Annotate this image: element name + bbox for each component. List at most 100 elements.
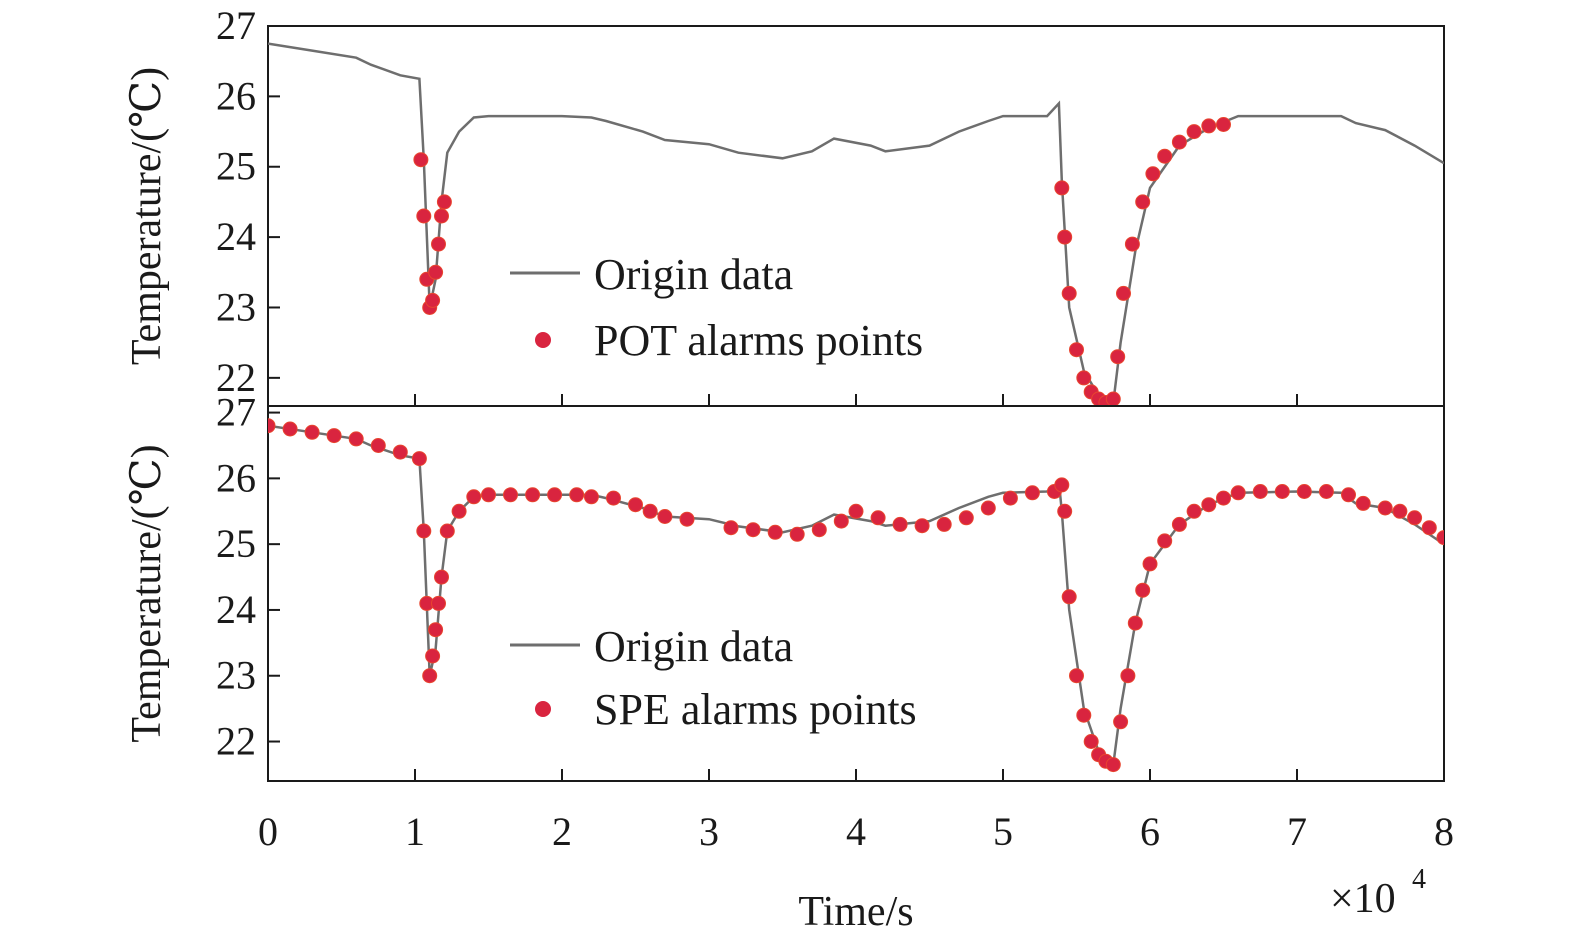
alarm-point	[481, 487, 496, 503]
legend: Origin data SPE alarms points	[510, 622, 917, 734]
alarm-point	[348, 431, 364, 447]
alarm-point	[304, 424, 320, 440]
alarm-point	[1216, 490, 1231, 506]
alarm-point	[326, 428, 342, 444]
x-tick-label: 7	[1287, 809, 1307, 854]
alarm-point	[431, 236, 446, 252]
alarm-point	[936, 516, 952, 532]
alarm-point	[428, 622, 444, 638]
alarm-point	[833, 513, 849, 529]
y-tick-label: 27	[216, 3, 256, 48]
alarm-point	[1076, 370, 1092, 386]
alarm-point	[767, 524, 783, 540]
alarm-point	[1135, 582, 1151, 598]
alarm-point	[1124, 236, 1140, 252]
alarm-point	[1377, 500, 1393, 516]
legend-label: POT alarms points	[594, 316, 923, 365]
y-axis-label: Temperature/(℃)	[124, 444, 170, 742]
alarm-point	[657, 509, 673, 524]
alarm-point	[1105, 391, 1121, 406]
alarm-point	[422, 668, 438, 684]
alarm-point	[466, 489, 482, 505]
x-axis-multiplier-exponent: 4	[1412, 864, 1426, 895]
alarm-point	[282, 421, 298, 437]
alarm-point	[436, 194, 452, 210]
x-tick-label: 5	[993, 809, 1013, 854]
y-axis-label: Temperature/(℃)	[124, 67, 170, 365]
alarm-point	[428, 264, 444, 280]
alarm-point	[1252, 484, 1268, 499]
legend: Origin data POT alarms points	[510, 250, 923, 365]
y-tick-label: 24	[216, 587, 256, 632]
alarm-point	[392, 444, 408, 460]
alarm-point	[525, 487, 541, 503]
alarm-point	[1054, 477, 1070, 493]
alarm-point	[1110, 349, 1126, 365]
alarm-point	[1171, 516, 1187, 532]
x-tick-label: 6	[1140, 809, 1160, 854]
x-tick-label: 8	[1434, 809, 1454, 854]
alarm-point	[583, 489, 599, 505]
alarm-point	[1105, 757, 1121, 773]
alarm-point	[425, 648, 441, 664]
chart-panel-1: 22 23 24 25 26 27 Temperature/(℃) Origin data PO…	[124, 3, 1445, 407]
alarm-point	[1054, 180, 1070, 196]
y-tick-label: 27	[216, 390, 256, 435]
alarm-point	[1201, 118, 1217, 134]
alarm-point	[870, 510, 886, 526]
alarm-point	[1318, 484, 1334, 499]
alarm-point	[1113, 714, 1129, 730]
alarm-point	[370, 438, 386, 453]
y-tick-label: 25	[216, 521, 256, 566]
alarm-point	[1230, 485, 1246, 501]
alarm-point	[1083, 734, 1099, 749]
alarm-point	[268, 418, 276, 434]
alarm-point	[914, 518, 930, 534]
alarm-point	[1157, 148, 1173, 164]
alarm-point	[1127, 615, 1143, 631]
alarm-point	[1407, 510, 1423, 526]
alarm-point	[1024, 485, 1040, 501]
alarm-point	[1296, 484, 1312, 499]
alarm-point	[1061, 285, 1077, 301]
alarm-point	[1145, 166, 1161, 182]
alarm-point	[434, 208, 449, 224]
legend-label: Origin data	[594, 622, 793, 671]
y-tick-label: 26	[216, 73, 256, 118]
y-tick-label: 26	[216, 455, 256, 500]
alarm-point	[1186, 503, 1202, 519]
alarm-point	[413, 152, 429, 168]
alarm-point	[1392, 503, 1408, 519]
alarm-point	[723, 520, 739, 536]
alarm-point	[958, 510, 974, 526]
alarm-point	[1355, 495, 1371, 511]
alarm-point	[439, 523, 455, 539]
alarm-point	[431, 595, 446, 611]
alarm-point	[1069, 668, 1084, 684]
y-tick-label: 25	[216, 144, 256, 189]
alarm-point	[848, 503, 864, 519]
alarm-point	[416, 208, 432, 224]
legend-dot-swatch	[535, 701, 551, 717]
y-tick-label: 23	[216, 284, 256, 329]
alarm-point	[1057, 229, 1073, 245]
y-tick-label: 22	[216, 355, 256, 400]
legend-dot-swatch	[535, 332, 551, 348]
y-tick-label: 23	[216, 653, 256, 698]
chart-panel-2: 22 23 24 25 26 27 Temperature/(℃) Origin data SP…	[124, 390, 1445, 782]
x-axis-label: Time/s	[798, 889, 913, 935]
alarm-point	[1216, 117, 1231, 132]
alarm-point	[642, 503, 658, 519]
plot-area	[268, 42, 1444, 406]
alarm-point	[892, 516, 908, 532]
alarm-point	[1186, 124, 1202, 140]
alarm-point	[1436, 530, 1444, 546]
alarm-point	[425, 292, 441, 308]
alarm-point	[628, 497, 643, 513]
alarm-point	[1076, 707, 1092, 723]
alarm-point	[569, 487, 585, 503]
y-tick-label: 22	[216, 719, 256, 764]
alarm-point	[980, 500, 996, 516]
alarm-point	[1421, 520, 1437, 536]
